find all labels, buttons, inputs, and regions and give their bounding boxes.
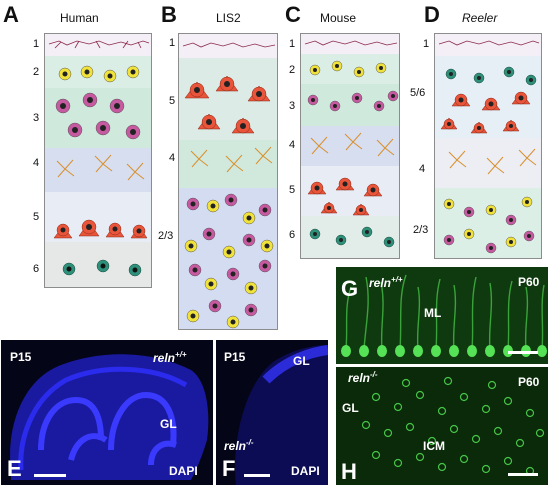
layer-label: 6	[289, 229, 296, 241]
genotype-superscript: +/+	[391, 275, 403, 284]
genotype-name: reln	[153, 351, 176, 365]
age-label: P60	[518, 375, 540, 389]
layer-label: 5	[33, 211, 40, 223]
micrograph-e: P15 reln+/+ GL E DAPI	[1, 340, 213, 485]
micrograph-f: P15 GL reln-/- F DAPI	[216, 340, 328, 485]
layer-label: 2/3	[413, 224, 429, 236]
layer-label: 5	[289, 184, 296, 196]
layer-band	[435, 34, 541, 56]
region-label: GL	[160, 417, 177, 431]
age-label: P15	[10, 350, 32, 364]
genotype-superscript: -/-	[246, 438, 254, 447]
micrograph-h: reln-/- P60 GL ICM H	[336, 367, 548, 485]
panel-d-letter: D	[424, 2, 440, 27]
layer-label: 2/3	[158, 230, 174, 242]
layer-label: 4	[169, 152, 176, 164]
panel-b-title: LIS2	[216, 11, 241, 25]
scale-bar	[244, 474, 270, 477]
panel-a-neuron-layers	[48, 40, 150, 277]
panel-a-title: Human	[60, 11, 99, 25]
cerebellum-dapi-image	[235, 345, 328, 485]
genotype-superscript: -/-	[370, 370, 378, 379]
panel-b-neuron-layers	[182, 42, 276, 329]
panel-d-column	[434, 33, 542, 259]
layer-label: 1	[33, 38, 40, 50]
layer-band	[301, 34, 399, 54]
stain-label: DAPI	[169, 464, 198, 478]
scale-bar	[34, 474, 66, 477]
panel-a-letter: A	[3, 2, 19, 27]
panel-f-letter: F	[222, 456, 236, 481]
layer-label: 5/6	[410, 87, 426, 99]
genotype-label: reln-/-	[348, 370, 378, 385]
layer-label: 4	[289, 139, 296, 151]
layer-label: 1	[289, 38, 296, 50]
panel-b-column	[178, 33, 278, 330]
region-label: ICM	[423, 439, 445, 453]
cerebellum-dapi-image	[10, 354, 209, 480]
region-label: GL	[342, 401, 359, 415]
purkinje-gfp-image	[341, 274, 547, 357]
layer-label: 1	[169, 37, 176, 49]
age-label: P15	[224, 350, 246, 364]
panel-e-letter: E	[7, 456, 22, 481]
layer-label: 5	[169, 95, 176, 107]
genotype-name: reln	[369, 276, 392, 290]
layer-label: 4	[33, 157, 40, 169]
genotype-label: reln-/-	[224, 438, 254, 453]
panel-c-column	[300, 33, 400, 259]
genotype-name: reln	[224, 439, 247, 453]
layer-label: 2	[33, 66, 40, 78]
layer-label: 1	[423, 38, 430, 50]
layer-label: 6	[33, 263, 40, 275]
layer-label: 3	[33, 112, 40, 124]
layer-band	[435, 138, 541, 188]
scale-bar	[508, 351, 538, 354]
layer-label: 3	[289, 100, 296, 112]
panel-b-letter: B	[161, 2, 177, 27]
region-label: GL	[293, 354, 310, 368]
stain-label: DAPI	[291, 464, 320, 478]
panel-h-letter: H	[341, 459, 357, 484]
genotype-label: reln+/+	[153, 350, 187, 365]
panel-a-column	[44, 33, 152, 288]
genotype-label: reln+/+	[369, 275, 403, 290]
layer-band	[179, 140, 277, 188]
genotype-superscript: +/+	[175, 350, 187, 359]
genotype-name: reln	[348, 371, 371, 385]
panel-d-neuron-layers	[438, 40, 540, 254]
layer-label: 4	[419, 163, 426, 175]
panel-c-neuron-layers	[304, 40, 399, 248]
panel-g-letter: G	[341, 276, 359, 301]
purkinje-gfp-image	[361, 376, 545, 476]
micrograph-g: G reln+/+ P60 ML	[336, 267, 548, 364]
age-label: P60	[518, 275, 540, 289]
panel-c-letter: C	[285, 2, 301, 27]
region-label: ML	[424, 306, 442, 320]
layer-label: 2	[289, 64, 296, 76]
panel-d-title: Reeler	[462, 11, 498, 25]
panel-c-title: Mouse	[320, 11, 357, 25]
scale-bar	[508, 473, 538, 476]
